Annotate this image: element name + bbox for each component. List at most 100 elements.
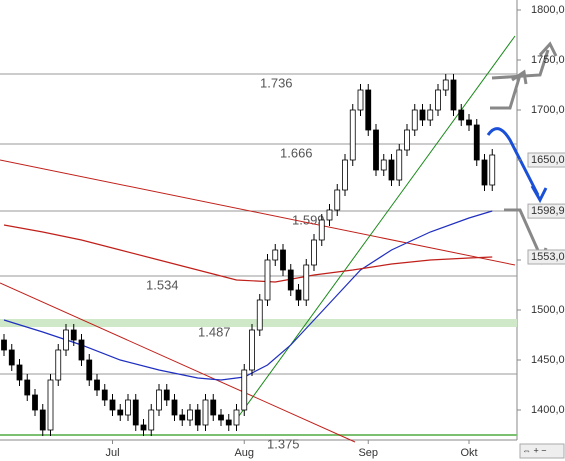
candle-body bbox=[218, 414, 224, 421]
level-label: 1.375 bbox=[267, 436, 300, 451]
candle-body bbox=[210, 399, 217, 416]
x-tick-label: Aug bbox=[234, 447, 254, 459]
candle-body bbox=[249, 329, 255, 371]
candle-body bbox=[101, 389, 108, 401]
candle-body bbox=[373, 129, 379, 171]
candle-body bbox=[295, 289, 302, 301]
axis: 1400,001450,001500,001550,001600,001650,… bbox=[105, 4, 565, 459]
candle-body bbox=[287, 269, 294, 291]
candle-body bbox=[140, 424, 147, 431]
trend-line bbox=[235, 35, 516, 421]
candle-body bbox=[241, 369, 248, 411]
y-tick-label: 1400,00 bbox=[531, 404, 565, 416]
candle-body bbox=[466, 119, 472, 126]
moving-average bbox=[3, 224, 493, 283]
candle-body bbox=[334, 189, 341, 211]
candle-body bbox=[272, 249, 279, 261]
candle-body bbox=[132, 399, 139, 426]
candle-body bbox=[47, 379, 54, 431]
candle-body bbox=[1, 339, 7, 351]
candle-body bbox=[481, 159, 488, 186]
candle-body bbox=[156, 389, 162, 411]
y-tick-label: 1450,00 bbox=[531, 354, 565, 366]
candle-body bbox=[380, 159, 387, 171]
level-label: 1.666 bbox=[280, 145, 313, 160]
x-tick-label: Sep bbox=[358, 447, 378, 459]
price-tag bbox=[527, 152, 565, 168]
price-tag-label: 1650,0 bbox=[531, 154, 565, 166]
candle-body bbox=[63, 329, 69, 351]
moving-averages bbox=[3, 210, 493, 381]
candle-body bbox=[349, 109, 356, 161]
candle-body bbox=[411, 109, 418, 131]
x-tick-label: Okt bbox=[460, 447, 477, 459]
level-label: 1.534 bbox=[146, 277, 179, 292]
candle-body bbox=[16, 364, 23, 381]
zoom-icon: ⇔ + − bbox=[522, 445, 547, 455]
candle-body bbox=[357, 89, 364, 111]
candle-body bbox=[202, 399, 209, 426]
candle-body bbox=[55, 349, 62, 381]
trend-line bbox=[0, 282, 356, 443]
x-tick-label: Jul bbox=[105, 447, 119, 459]
candle-body bbox=[171, 399, 178, 416]
candle-body bbox=[442, 79, 449, 91]
candle-body bbox=[39, 409, 46, 431]
candle-body bbox=[233, 409, 240, 426]
forecast-arrow bbox=[486, 127, 548, 204]
price-tag-label: 1598,9 bbox=[531, 205, 565, 217]
candle-body bbox=[450, 79, 457, 111]
candle-body bbox=[427, 109, 434, 121]
candle-body bbox=[187, 409, 193, 421]
price-tag bbox=[527, 249, 565, 265]
candle-body bbox=[32, 394, 38, 411]
candle-body bbox=[225, 419, 232, 426]
y-tick-label: 1800,00 bbox=[531, 4, 565, 16]
y-tick-label: 1700,00 bbox=[531, 104, 565, 116]
candles bbox=[1, 74, 496, 436]
candle-body bbox=[489, 154, 496, 186]
candle-body bbox=[342, 159, 348, 191]
candle-body bbox=[256, 299, 263, 331]
candle-body bbox=[388, 159, 395, 181]
candle-body bbox=[125, 399, 131, 416]
candle-body bbox=[117, 409, 124, 416]
candle-body bbox=[109, 399, 116, 411]
candle-body bbox=[194, 409, 201, 426]
trend-line bbox=[0, 159, 516, 266]
candle-body bbox=[404, 129, 410, 151]
candle-body bbox=[311, 239, 317, 266]
candle-body bbox=[326, 209, 333, 221]
candle-body bbox=[86, 359, 93, 381]
level-label: 1.736 bbox=[260, 75, 293, 90]
candle-body bbox=[8, 349, 15, 366]
price-tag bbox=[527, 203, 565, 219]
zoom-controls[interactable]: ⇔ + − bbox=[519, 443, 565, 459]
moving-average bbox=[3, 210, 493, 381]
level-label: 1.487 bbox=[198, 324, 231, 339]
candle-body bbox=[318, 219, 325, 241]
candle-body bbox=[163, 389, 170, 401]
candle-body bbox=[148, 409, 155, 431]
candle-body bbox=[264, 259, 271, 301]
candle-body bbox=[365, 89, 372, 131]
candle-body bbox=[303, 264, 310, 301]
candle-body bbox=[78, 339, 85, 361]
candle-body bbox=[70, 329, 77, 341]
candle-body bbox=[94, 379, 100, 391]
candle-body bbox=[179, 414, 186, 421]
y-tick-label: 1750,00 bbox=[531, 54, 565, 66]
candle-body bbox=[435, 89, 441, 111]
candle-body bbox=[396, 149, 403, 181]
candle-body bbox=[24, 379, 31, 396]
candle-body bbox=[419, 109, 426, 121]
price-tag-label: 1553,0 bbox=[531, 251, 565, 263]
candle-body bbox=[458, 109, 465, 121]
candle-body bbox=[280, 249, 286, 271]
level-label: 1.599 bbox=[292, 212, 325, 227]
y-tick-label: 1500,00 bbox=[531, 304, 565, 316]
zoom-button[interactable] bbox=[519, 443, 565, 459]
candle-body bbox=[473, 124, 480, 161]
